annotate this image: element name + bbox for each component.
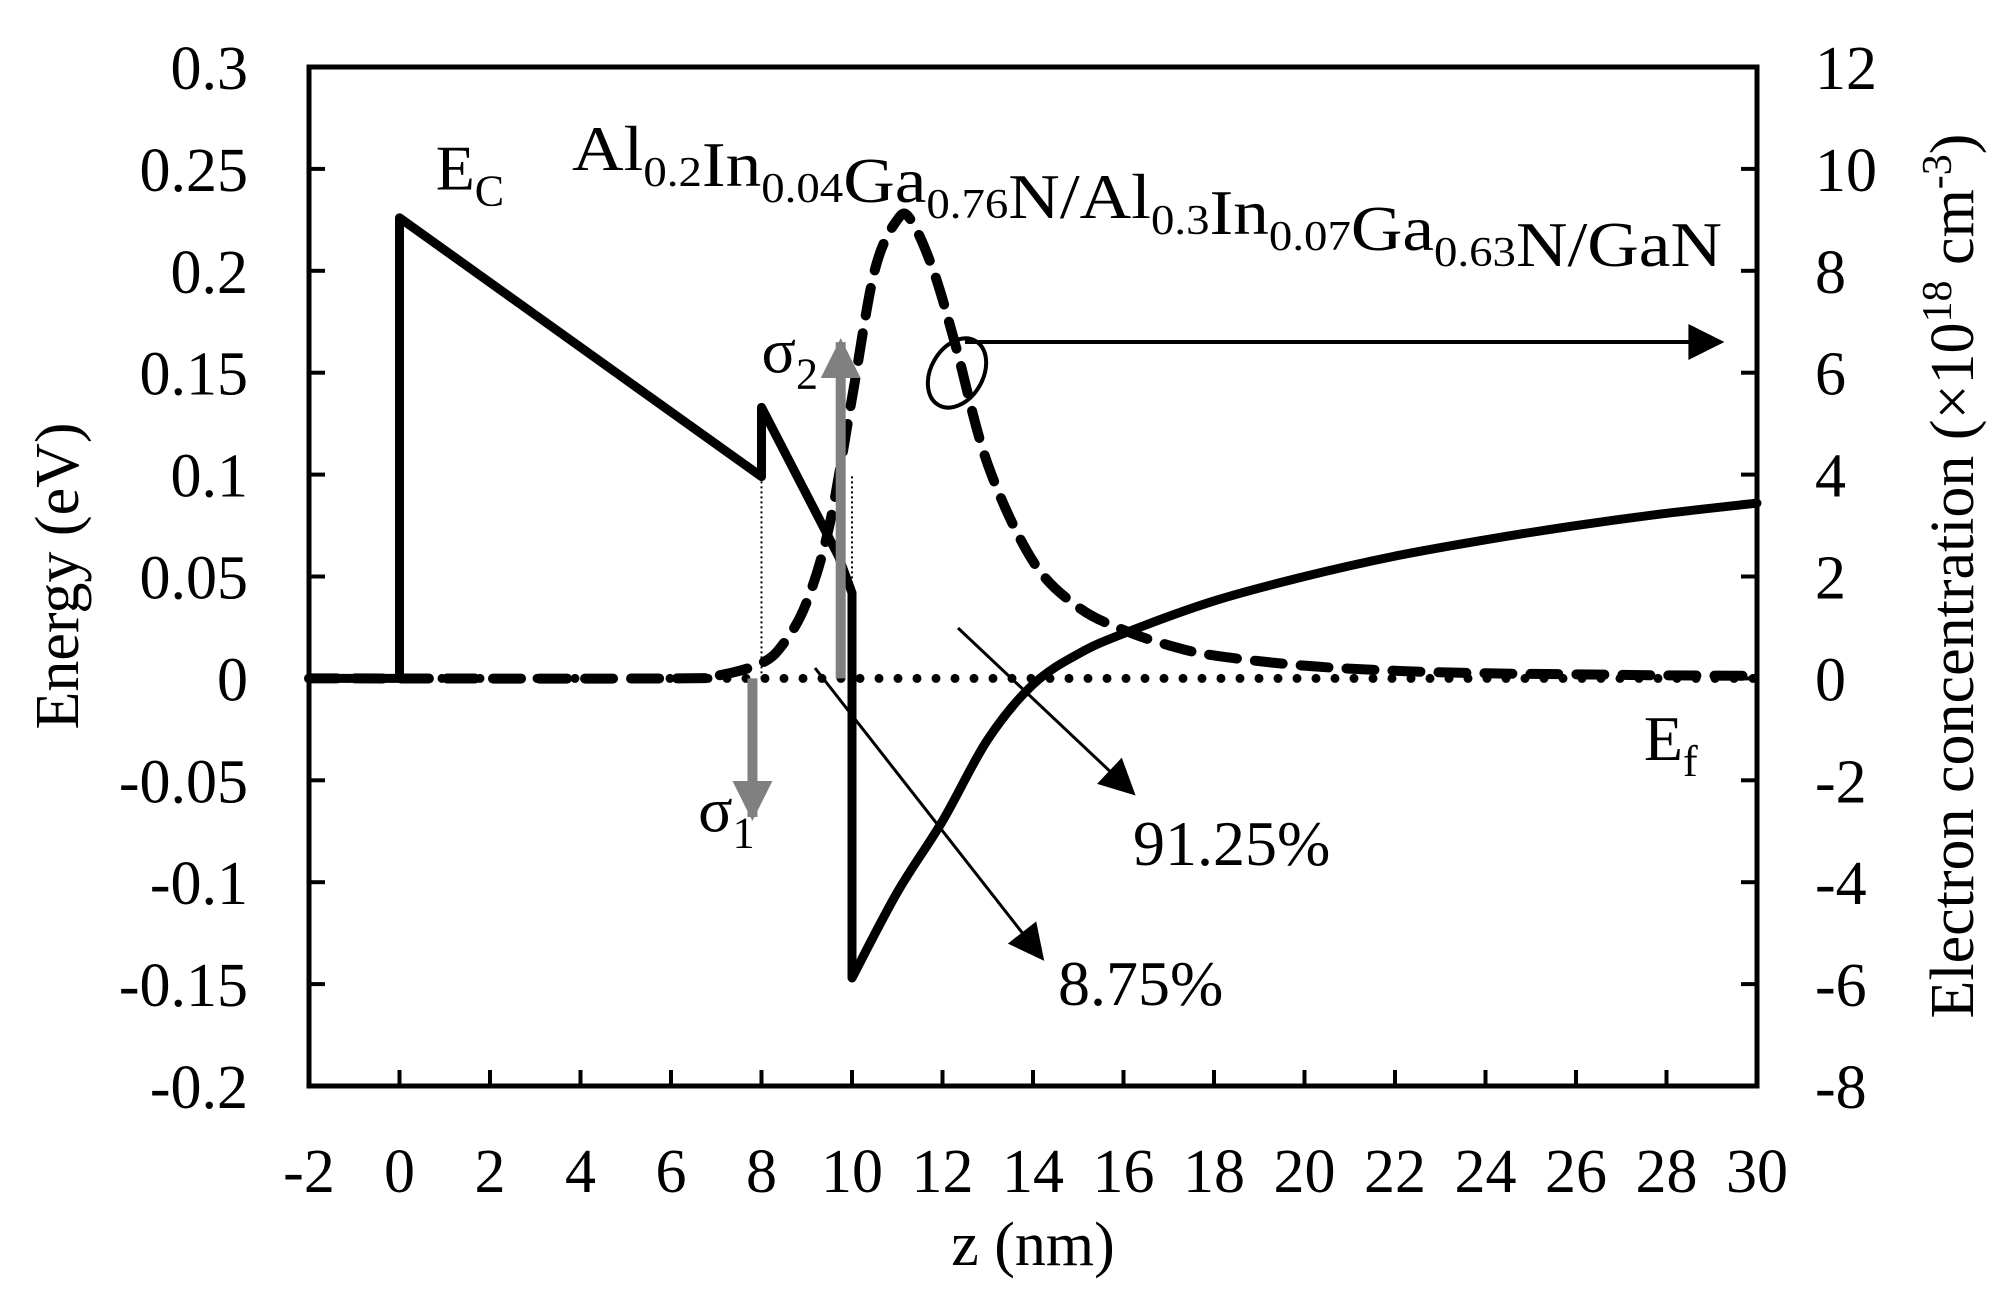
y2-title-mid: cm	[1919, 189, 1987, 280]
x-tick-label: 10	[821, 1138, 883, 1206]
title-element: N/Al	[1008, 161, 1151, 232]
sigma1-label-main: σ	[698, 774, 733, 845]
x-tick-label: 6	[656, 1138, 687, 1206]
y-axis-ticks: 0.3 0.25 0.2 0.15 0.1 0.05 0 -0.05 -0.1 -0.15 -0.2	[119, 35, 325, 1122]
y2-tick-label: 0	[1815, 646, 1846, 714]
y2-tick-label: 12	[1815, 35, 1877, 103]
y-tick-label: 0.15	[140, 341, 249, 409]
x-tick-label: 8	[746, 1138, 777, 1206]
y-tick-label: 0	[217, 646, 248, 714]
x-tick-label: 20	[1274, 1138, 1336, 1206]
pct-91-label: 91.25%	[1133, 808, 1330, 879]
y2-title-sup1: 18	[1915, 280, 1961, 322]
title-element: Ga	[843, 145, 926, 216]
y2-tick-label: 2	[1815, 545, 1846, 613]
ec-label: EC	[436, 132, 504, 215]
x-axis-ticks: -2 0 2 4 6 8 10 12 14 16 18 20 22 24 26 28 30	[283, 1070, 1788, 1206]
sigma1-label: σ1	[698, 774, 755, 857]
y-tick-label: 0.3	[171, 35, 249, 103]
y2-tick-label: 6	[1815, 341, 1846, 409]
ec-label-sub: C	[475, 166, 504, 215]
y2-axis-title: Electron concentration (×1018 cm-3)	[1915, 134, 1987, 1019]
pct-91-arrow-icon	[956, 626, 1136, 796]
x-tick-label: 30	[1726, 1138, 1788, 1206]
x-tick-label: 26	[1545, 1138, 1607, 1206]
y-tick-label: 0.05	[140, 545, 249, 613]
title-subscript: 0.63	[1434, 230, 1516, 276]
y-tick-label: 0.25	[140, 137, 249, 205]
pct-8-arrow-icon	[813, 667, 1045, 961]
y-tick-label: 0.2	[171, 239, 249, 307]
x-tick-label: 16	[1093, 1138, 1155, 1206]
sigma1-label-sub: 1	[733, 808, 755, 857]
y2-tick-label: 8	[1815, 239, 1846, 307]
y-tick-label: -0.05	[119, 748, 248, 816]
x-tick-label: 24	[1455, 1138, 1517, 1206]
x-tick-label: 18	[1183, 1138, 1245, 1206]
x-tick-label: 14	[1002, 1138, 1064, 1206]
y-axis-title: Energy (eV)	[24, 422, 92, 729]
electron-concentration-curve	[304, 208, 1762, 684]
y2-axis-ticks: 12 10 8 6 4 2 0 -2 -4 -6 -8	[1741, 35, 1877, 1122]
title-element: Al	[572, 113, 643, 184]
chart-title: Al 0.2In 0.04 Ga 0.76 N/Al 0.3In 0.07 Ga 0.63 N/Ga…	[572, 113, 1722, 280]
sigma2-label-sub: 2	[796, 350, 818, 399]
title-subscript: 0.3	[1151, 198, 1210, 244]
y2-tick-label: -6	[1815, 952, 1867, 1020]
sigma2-label: σ2	[762, 316, 819, 399]
x-tick-label: 4	[565, 1138, 596, 1206]
title-element: Ga	[1351, 193, 1434, 264]
pct-8-label: 8.75%	[1058, 948, 1223, 1019]
y-tick-label: -0.1	[150, 850, 248, 918]
y-tick-label: -0.15	[119, 952, 248, 1020]
plot-curves	[304, 208, 1762, 983]
x-tick-label: 22	[1364, 1138, 1426, 1206]
x-tick-label: -2	[283, 1138, 335, 1206]
title-element: In	[702, 129, 761, 200]
ef-label-sub: f	[1683, 737, 1698, 786]
x-tick-label: 2	[475, 1138, 506, 1206]
title-subscript: 0.04	[761, 166, 843, 212]
y2-tick-label: -2	[1815, 748, 1867, 816]
ef-label: Ef	[1644, 703, 1698, 786]
y-tick-label: -0.2	[150, 1054, 248, 1122]
title-subscript: 0.07	[1269, 214, 1351, 260]
title-element: N/GaN	[1516, 209, 1722, 280]
y2-tick-label: -8	[1815, 1054, 1867, 1122]
y2-tick-label: 10	[1815, 137, 1877, 205]
title-subscript: 0.2	[643, 150, 702, 196]
y2-title-end: )	[1919, 134, 1987, 155]
y2-title-sup2: -3	[1915, 154, 1961, 189]
x-tick-label: 28	[1636, 1138, 1698, 1206]
ec-curve	[304, 213, 1762, 983]
x-tick-label: 12	[912, 1138, 974, 1206]
y-tick-label: 0.1	[171, 443, 249, 511]
y2-tick-label: 4	[1815, 443, 1846, 511]
x-axis-title: z (nm)	[951, 1211, 1115, 1279]
title-element: In	[1210, 177, 1269, 248]
x-tick-label: 0	[384, 1138, 415, 1206]
title-subscript: 0.76	[926, 182, 1008, 228]
y2-tick-label: -4	[1815, 850, 1867, 918]
y2-title-main: Electron concentration (×10	[1919, 322, 1987, 1018]
sigma2-label-main: σ	[762, 316, 797, 387]
ec-label-main: E	[436, 132, 475, 203]
ef-label-main: E	[1644, 703, 1683, 774]
